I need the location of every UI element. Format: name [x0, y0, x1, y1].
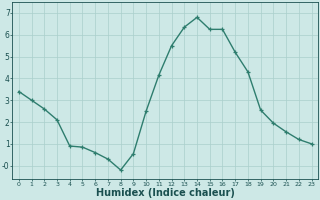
X-axis label: Humidex (Indice chaleur): Humidex (Indice chaleur): [96, 188, 235, 198]
